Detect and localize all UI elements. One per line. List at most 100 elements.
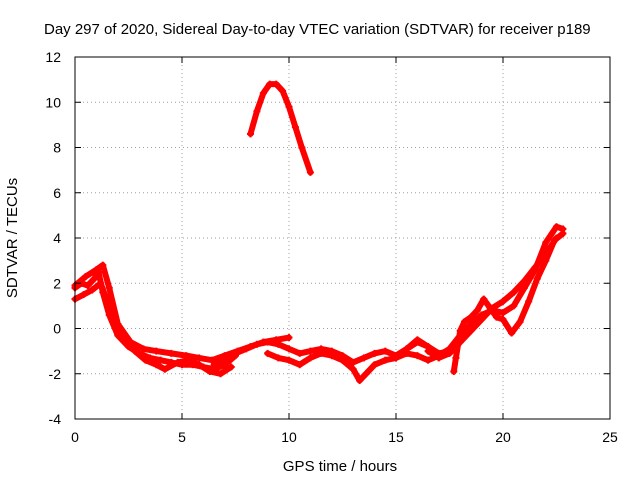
data-point	[97, 279, 105, 287]
data-point	[266, 80, 274, 88]
data-point	[413, 352, 421, 360]
data-series	[71, 80, 567, 385]
data-point	[306, 168, 314, 176]
data-point	[339, 356, 346, 364]
x-tick-label: 5	[178, 429, 186, 445]
x-tick-label: 0	[71, 429, 79, 445]
y-tick-label: -2	[49, 366, 62, 382]
data-point	[298, 144, 306, 151]
data-point	[413, 336, 421, 344]
y-tick-label: 2	[53, 275, 61, 291]
data-point	[381, 347, 389, 355]
y-tick-label: 10	[45, 94, 61, 110]
data-point	[242, 345, 250, 353]
data-point	[499, 297, 507, 305]
data-point	[161, 365, 169, 373]
data-point	[127, 338, 135, 346]
axis-ticks: 0 5 10 15 20 25 -4 -2 0 2 4 6 8 10 12	[45, 49, 618, 445]
x-tick-label: 25	[602, 429, 618, 445]
data-point	[362, 370, 370, 378]
data-point	[531, 263, 539, 271]
y-axis-label: SDTVAR / TECUs	[4, 178, 21, 298]
data-point	[349, 365, 357, 373]
data-point	[403, 345, 411, 353]
data-point	[285, 356, 293, 364]
data-point	[217, 370, 225, 378]
y-tick-label: 6	[53, 185, 61, 201]
y-tick-label: -4	[49, 411, 62, 427]
data-point	[157, 356, 165, 364]
data-point	[553, 223, 560, 231]
data-point	[253, 340, 261, 348]
data-point	[424, 356, 432, 364]
data-point	[454, 340, 462, 348]
y-tick-label: 8	[53, 140, 61, 156]
data-point	[182, 352, 190, 360]
data-point	[499, 315, 507, 323]
series-track-9	[450, 230, 566, 375]
data-point	[90, 275, 98, 283]
data-point	[349, 358, 357, 366]
data-point	[493, 313, 501, 321]
data-point	[360, 354, 368, 362]
data-point	[82, 272, 90, 280]
data-point	[381, 356, 389, 364]
data-point	[274, 354, 282, 362]
data-point	[142, 356, 150, 364]
data-point	[371, 349, 379, 357]
data-point	[139, 345, 147, 353]
data-point	[460, 318, 468, 326]
data-point	[510, 302, 518, 310]
data-point	[356, 377, 364, 385]
data-point	[508, 329, 516, 337]
data-point	[456, 327, 464, 335]
data-point	[306, 347, 314, 355]
data-point	[516, 318, 524, 326]
data-point	[253, 107, 261, 115]
data-point	[467, 313, 475, 321]
data-point	[452, 354, 460, 362]
data-point	[371, 361, 379, 369]
data-point	[152, 347, 160, 355]
data-point	[152, 361, 160, 369]
series-track-8	[425, 235, 560, 361]
data-point	[450, 367, 458, 375]
data-point	[285, 103, 293, 111]
y-tick-label: 12	[45, 49, 61, 65]
data-point	[99, 261, 107, 269]
x-axis-label: GPS time / hours	[283, 458, 397, 475]
data-point	[274, 340, 282, 348]
data-point	[208, 356, 216, 364]
data-point	[114, 320, 122, 328]
data-point	[473, 306, 481, 314]
data-point	[272, 80, 280, 88]
data-point	[80, 291, 88, 299]
data-point	[291, 123, 299, 131]
y-tick-label: 4	[53, 230, 61, 246]
data-point	[246, 130, 254, 138]
x-tick-label: 15	[388, 429, 404, 445]
data-point	[542, 257, 550, 265]
data-point	[306, 354, 314, 362]
data-point	[264, 338, 272, 346]
data-point	[533, 275, 541, 283]
data-point	[486, 304, 494, 312]
data-point	[296, 349, 304, 357]
data-point	[131, 347, 139, 355]
data-point	[296, 361, 304, 369]
data-point	[92, 266, 100, 274]
data-point	[559, 229, 567, 237]
series-track-7	[393, 223, 566, 361]
data-point	[195, 354, 203, 362]
data-point	[424, 347, 432, 355]
data-point	[467, 327, 475, 335]
data-point	[174, 358, 182, 366]
data-point	[392, 354, 400, 362]
data-point	[499, 309, 507, 317]
data-point	[435, 354, 443, 362]
data-point	[195, 361, 203, 369]
chart-title: Day 297 of 2020, Sidereal Day-to-day VTE…	[44, 21, 591, 38]
data-point	[550, 236, 558, 244]
data-point	[232, 349, 239, 357]
